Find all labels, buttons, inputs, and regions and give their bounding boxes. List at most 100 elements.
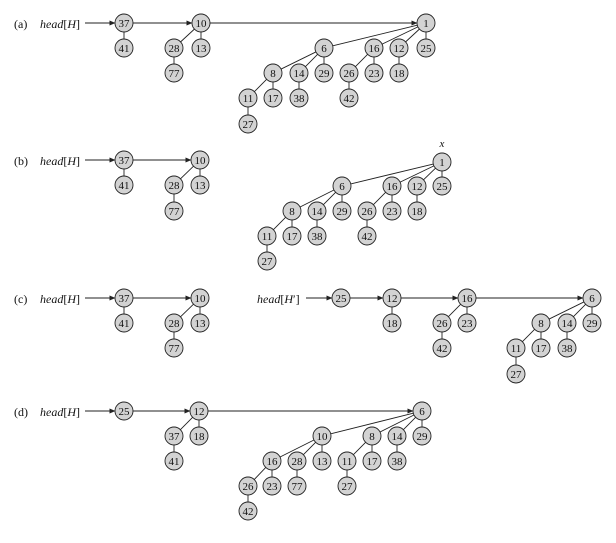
tree-edge [332,24,418,47]
node-key: 26 [362,206,374,218]
node-circle [416,38,436,58]
heap-node-16: 16 [457,288,477,308]
tree-edge [548,301,585,320]
node-circle [190,288,210,308]
heap-node-10: 10 [190,150,210,170]
heap-node-8: 8 [362,426,382,446]
heap-node-25: 25 [331,288,351,308]
node-key: 6 [321,43,327,55]
node-circle [307,201,327,221]
node-key: 77 [292,481,304,493]
node-key: 10 [196,18,208,30]
node-key: 42 [243,506,254,518]
node-key: 37 [119,155,131,167]
tree-edge [355,54,368,67]
node-circle [389,38,409,58]
node-circle [412,426,432,446]
heap-node-26: 26 [339,63,359,83]
node-key: 28 [169,180,181,192]
heap-node-41: 41 [114,313,134,333]
panel-label: (d) [14,405,28,419]
heap-node-17: 17 [531,338,551,358]
node-key: 18 [394,68,406,80]
node-key: 8 [270,68,276,80]
node-key: 10 [195,155,207,167]
node-key: 77 [169,206,181,218]
tree-edge [353,442,366,455]
heap-node-23: 23 [457,313,477,333]
tree-edge [373,192,386,205]
node-circle [287,451,307,471]
node-circle [114,175,134,195]
node-key: 8 [289,206,295,218]
node-circle [531,338,551,358]
head-arg: H [66,292,77,306]
heap-node-13: 13 [312,451,332,471]
node-circle [339,63,359,83]
heap-node-28: 28 [287,451,307,471]
node-circle [312,426,332,446]
node-circle [332,176,352,196]
node-key: 17 [287,231,299,243]
node-key: 42 [362,231,373,243]
node-circle [164,201,184,221]
node-circle [412,401,432,421]
node-key: 12 [412,181,423,193]
node-key: 38 [392,456,404,468]
node-key: 38 [562,343,574,355]
node-circle [164,451,184,471]
node-circle [357,201,377,221]
heap-node-37: 37 [114,13,134,33]
heap-node-6: 6 [314,38,334,58]
tree-edge [522,329,535,342]
node-key: 29 [587,318,599,330]
heap-node-38: 38 [289,88,309,108]
node-key: 11 [243,93,254,105]
node-key: 17 [367,456,379,468]
node-circle [164,38,184,58]
node-circle [314,63,334,83]
panel-label: (c) [14,292,27,306]
heap-node-23: 23 [382,201,402,221]
heap-node-10: 10 [191,13,211,33]
node-key: 29 [337,206,349,218]
node-circle [114,313,134,333]
heap-node-18: 18 [389,63,409,83]
heap-node-6: 6 [582,288,602,308]
heap-node-8: 8 [531,313,551,333]
heap-node-77: 77 [287,476,307,496]
node-key: 26 [437,318,449,330]
node-circle [357,226,377,246]
node-key: 17 [536,343,548,355]
node-key: 18 [387,318,399,330]
heap-node-16: 16 [364,38,384,58]
prime-mark: ′ [293,292,296,306]
tree-edge [305,54,318,67]
heap-node-23: 23 [364,63,384,83]
heap-node-77: 77 [164,201,184,221]
heap-node-11: 11 [238,88,258,108]
node-circle [332,201,352,221]
tree-edge [323,192,336,205]
node-circle [337,476,357,496]
node-circle [432,313,452,333]
head-pointer-label: head[H′] [257,292,300,306]
node-circle [314,38,334,58]
node-key: 29 [319,68,331,80]
node-circle [337,451,357,471]
node-circle [114,38,134,58]
node-key: 12 [387,293,398,305]
node-circle [289,63,309,83]
node-key: 25 [336,293,348,305]
node-key: 26 [243,481,255,493]
node-key: 16 [387,181,399,193]
node-circle [432,338,452,358]
tree-edge [254,79,267,92]
heap-node-27: 27 [506,364,526,384]
edge-layer [85,20,593,502]
heap-node-18: 18 [382,313,402,333]
node-key: 16 [462,293,474,305]
heap-node-27: 27 [257,251,277,271]
node-key: 11 [342,456,353,468]
